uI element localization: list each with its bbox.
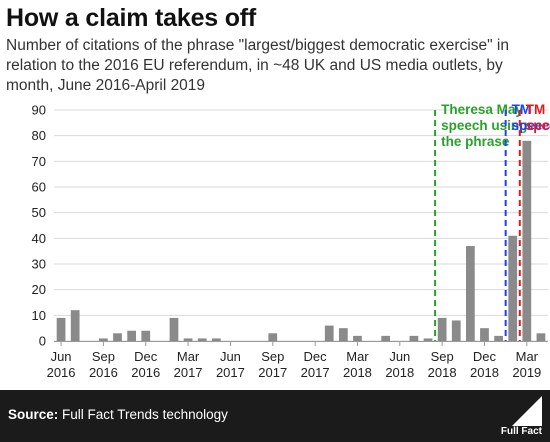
bar <box>211 338 221 341</box>
y-tick-label: 20 <box>32 282 46 297</box>
source-text: Full Fact Trends technology <box>62 407 228 422</box>
bar <box>381 335 391 341</box>
bar <box>70 310 80 341</box>
x-tick-year: 2016 <box>131 365 160 380</box>
chart-subtitle: Number of citations of the phrase "large… <box>6 37 509 94</box>
bar <box>465 246 475 341</box>
bar <box>127 330 137 341</box>
x-tick-year: 2016 <box>89 365 118 380</box>
annotation-label: Theresa May <box>441 102 523 117</box>
y-tick-label: 0 <box>39 334 46 349</box>
x-tick-year: 2018 <box>343 365 372 380</box>
y-tick-label: 50 <box>32 205 46 220</box>
x-tick-year: 2017 <box>174 365 203 380</box>
x-tick-month: Mar <box>346 349 369 364</box>
x-tick-year: 2016 <box>47 365 76 380</box>
bar <box>522 140 532 341</box>
x-tick-month: Dec <box>304 349 328 364</box>
x-tick-year: 2017 <box>301 365 330 380</box>
bar <box>480 328 489 341</box>
y-tick-label: 70 <box>32 154 46 169</box>
x-tick-month: Mar <box>177 349 200 364</box>
annotation-label: speech <box>512 118 550 133</box>
annotation-label: speech <box>526 118 550 133</box>
annotation-label: TM <box>512 102 531 117</box>
y-tick-label: 80 <box>32 128 46 143</box>
bar <box>437 317 447 341</box>
x-tick-year: 2019 <box>512 365 541 380</box>
bar <box>508 235 518 341</box>
annotation-label: the phrase <box>441 134 510 149</box>
x-tick-month: Sep <box>261 349 284 364</box>
x-tick-month: Sep <box>431 349 454 364</box>
bar <box>169 317 179 341</box>
footer-bar: Source: Full Fact Trends technology Full… <box>0 390 550 442</box>
x-tick-month: Jun <box>389 349 410 364</box>
y-tick-label: 40 <box>32 231 46 246</box>
bar <box>324 325 334 341</box>
bar <box>56 317 66 341</box>
bar <box>409 335 419 341</box>
x-tick-month: Mar <box>516 349 539 364</box>
bar <box>338 328 348 341</box>
bar <box>353 335 362 341</box>
x-tick-year: 2018 <box>385 365 414 380</box>
bar <box>141 330 151 341</box>
x-tick-year: 2017 <box>258 365 287 380</box>
y-tick-label: 90 <box>32 103 46 118</box>
x-tick-month: Sep <box>92 349 115 364</box>
bar <box>268 333 278 341</box>
chart-title: How a claim takes off <box>6 4 257 32</box>
bar <box>494 335 503 341</box>
y-tick-label: 60 <box>32 180 46 195</box>
bar <box>99 338 108 341</box>
bar <box>183 338 193 341</box>
bar <box>423 338 433 341</box>
annotation-label: TM <box>526 102 546 117</box>
x-tick-month: Jun <box>220 349 241 364</box>
x-tick-month: Dec <box>473 349 497 364</box>
bar <box>113 333 122 341</box>
source-label: Source: <box>8 407 59 422</box>
x-tick-year: 2018 <box>428 365 457 380</box>
x-tick-year: 2018 <box>470 365 499 380</box>
y-tick-label: 10 <box>32 308 46 323</box>
y-tick-label: 30 <box>32 257 46 272</box>
x-tick-year: 2017 <box>216 365 245 380</box>
source-note: Source: Full Fact Trends technology <box>8 407 228 422</box>
bar <box>451 320 461 341</box>
x-tick-month: Dec <box>134 349 158 364</box>
bar <box>536 333 546 341</box>
x-tick-month: Jun <box>51 349 72 364</box>
full-fact-logo-icon <box>512 396 542 426</box>
logo-text: Full Fact <box>500 426 542 437</box>
bar <box>197 338 207 341</box>
